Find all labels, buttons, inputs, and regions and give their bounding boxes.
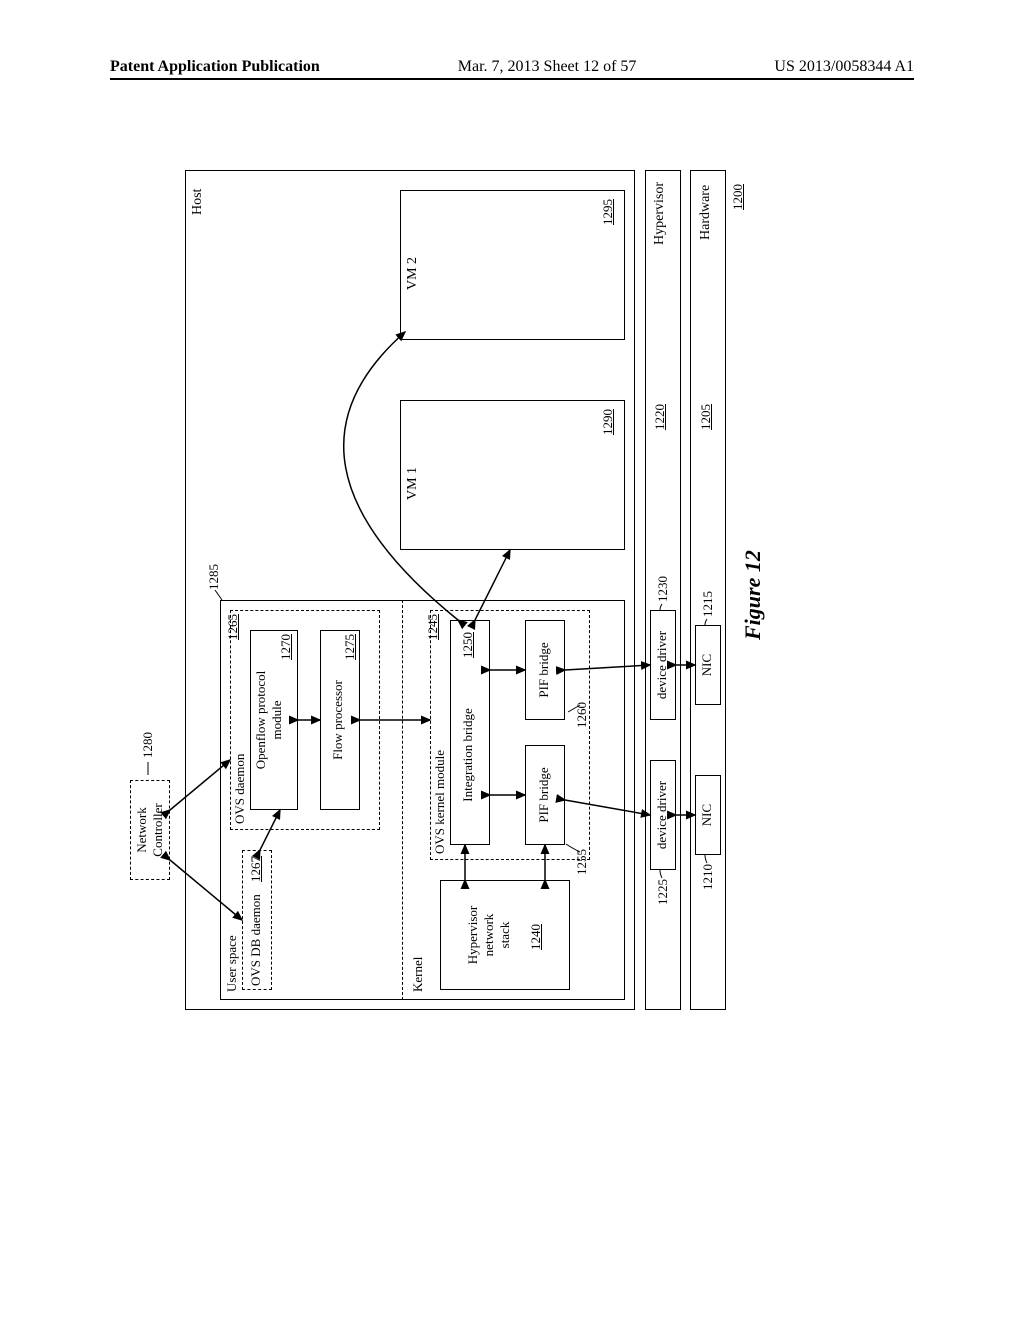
hardware-label: Hardware — [698, 185, 714, 240]
ref-1255: 1255 — [574, 849, 590, 875]
diagram-rotated: Network Controller 1280 Host 1285 User s… — [130, 160, 770, 1020]
ref-1205: 1205 — [698, 404, 714, 430]
pif-bridge-1-label: PIF bridge — [536, 745, 552, 845]
pif-bridge-2-label: PIF bridge — [536, 620, 552, 720]
ovs-db-daemon-label: OVS DB daemon — [248, 894, 264, 986]
ref-1275: 1275 — [342, 634, 358, 660]
integration-bridge-label: Integration bridge — [460, 665, 476, 845]
ref-1200: 1200 — [730, 184, 746, 210]
hypervisor-label: Hypervisor — [652, 182, 668, 245]
nic-1-label: NIC — [699, 775, 715, 855]
ref-1290: 1290 — [600, 409, 616, 435]
ref-1215: 1215 — [700, 591, 716, 617]
network-controller-label: Network Controller — [134, 780, 166, 880]
ref-1225: 1225 — [655, 879, 671, 905]
page-header: Patent Application Publication Mar. 7, 2… — [110, 58, 914, 80]
ref-1240: 1240 — [528, 924, 544, 950]
ovs-daemon-label: OVS daemon — [232, 754, 248, 824]
device-driver-1-label: device driver — [654, 760, 670, 870]
figure-caption: Figure 12 — [740, 550, 766, 640]
ref-1220: 1220 — [652, 404, 668, 430]
ref-1260: 1260 — [574, 702, 590, 728]
vm2-box — [400, 190, 625, 340]
ovs-kernel-module-label: OVS kernel module — [432, 750, 448, 854]
ref-1265: 1265 — [225, 614, 241, 640]
vm2-label: VM 2 — [405, 257, 421, 290]
ref-1285: 1285 — [206, 564, 222, 590]
userspace-divider — [402, 600, 403, 1000]
host-label: Host — [190, 189, 206, 215]
header-right: US 2013/0058344 A1 — [774, 58, 914, 76]
ref-1295: 1295 — [600, 199, 616, 225]
user-space-label: User space — [224, 935, 240, 992]
ref-1245: 1245 — [425, 614, 441, 640]
header-mid: Mar. 7, 2013 Sheet 12 of 57 — [458, 58, 637, 76]
ref-1270: 1270 — [278, 634, 294, 660]
device-driver-2-label: device driver — [654, 610, 670, 720]
hypervisor-stack-label: Hypervisor network stack — [465, 880, 513, 990]
diagram-area: Network Controller 1280 Host 1285 User s… — [130, 160, 770, 1020]
ref-1230: 1230 — [655, 576, 671, 602]
header-left: Patent Application Publication — [110, 58, 320, 76]
ref-1280: 1280 — [140, 732, 156, 758]
vm1-box — [400, 400, 625, 550]
ref-1250: 1250 — [460, 632, 476, 658]
ref-1267: 1267 — [248, 856, 264, 882]
nic-2-label: NIC — [699, 625, 715, 705]
ref-1210: 1210 — [700, 864, 716, 890]
vm1-label: VM 1 — [405, 467, 421, 500]
kernel-label: Kernel — [410, 957, 426, 992]
